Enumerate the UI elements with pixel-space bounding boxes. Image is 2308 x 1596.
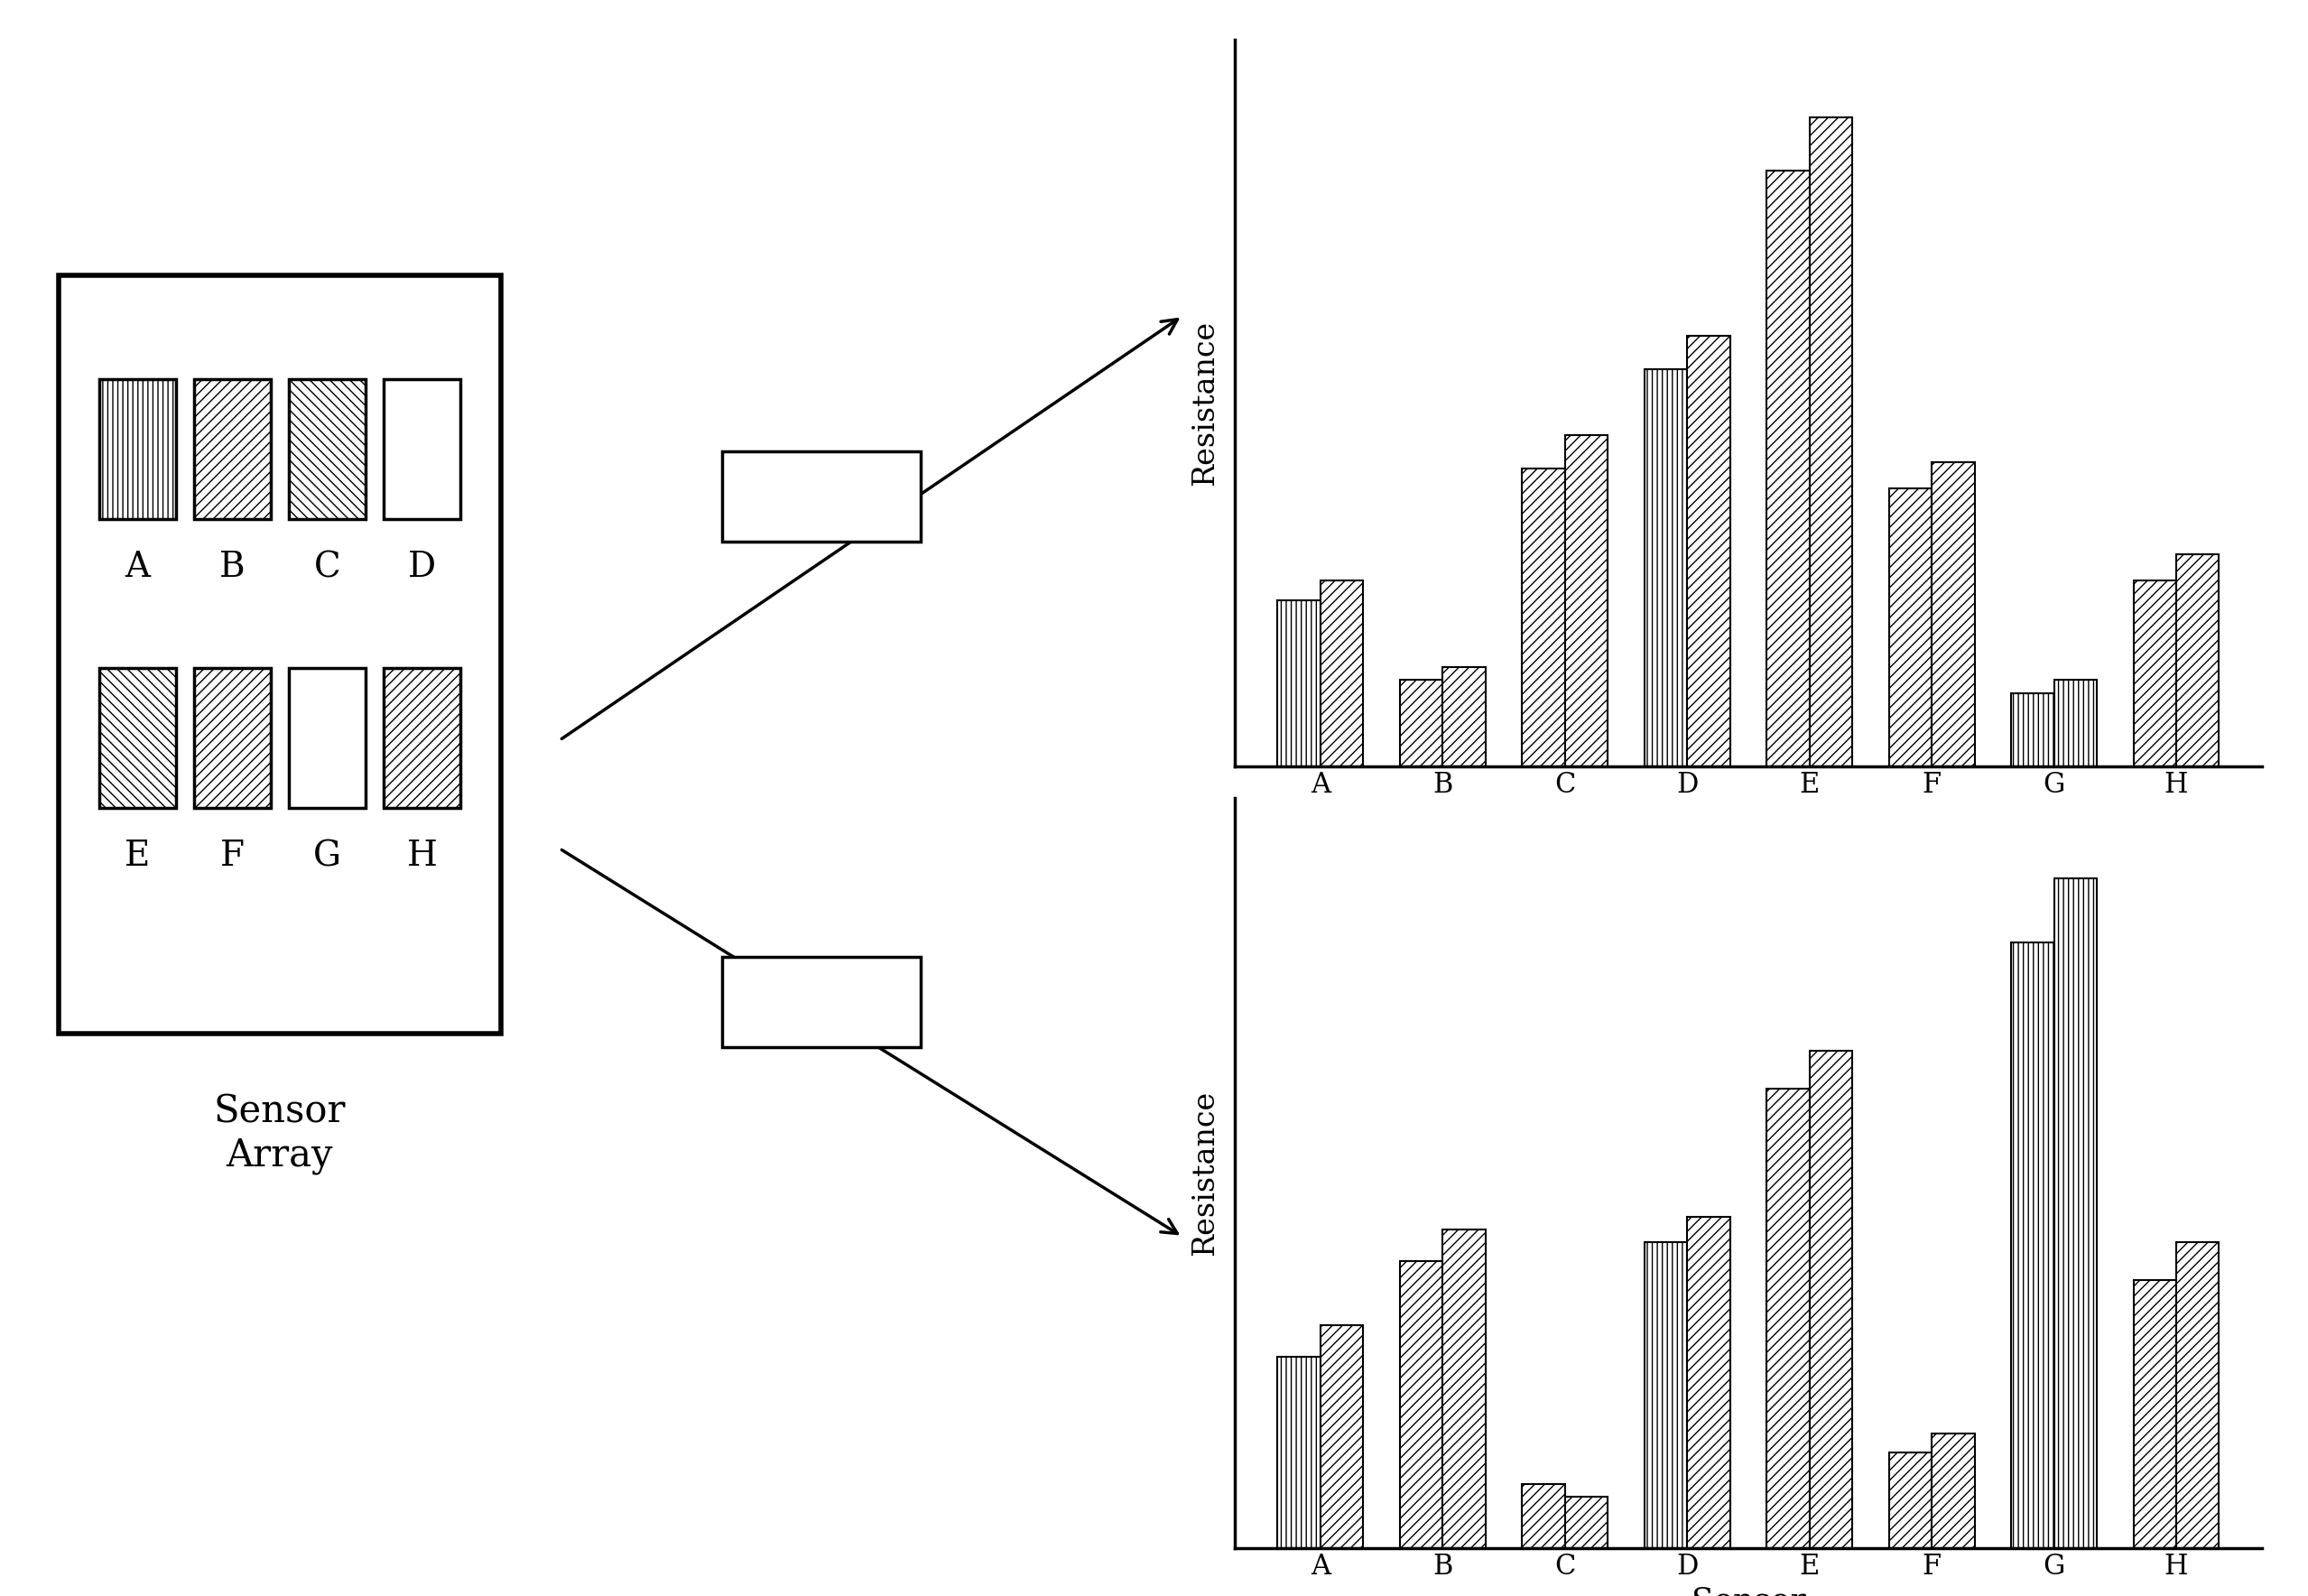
Bar [1521,468,1565,766]
Text: F: F [219,839,245,873]
Bar [2133,1280,2176,1548]
Bar [1521,1484,1565,1548]
Bar [58,276,501,1034]
Text: Gas: Gas [787,985,854,1020]
Bar [1687,337,1731,766]
Bar [2133,581,2176,766]
Bar [1279,1357,1320,1548]
X-axis label: Sensor: Sensor [1692,1585,1805,1596]
Bar [383,380,459,519]
Y-axis label: Resistance: Resistance [1191,1090,1219,1256]
Bar [2054,878,2096,1548]
Bar [1809,118,1853,766]
Bar [2054,680,2096,766]
Text: Sensor
Array: Sensor Array [215,1092,346,1175]
Bar [2176,1242,2218,1548]
Bar [1687,1216,1731,1548]
Bar [383,669,459,808]
Bar [1643,369,1687,766]
Bar [2176,554,2218,766]
Text: A: A [125,551,150,584]
Bar [2010,693,2054,766]
Bar [288,669,365,808]
Bar [1809,1050,1853,1548]
Bar [1320,581,1364,766]
Bar [1643,1242,1687,1548]
Bar [1565,436,1609,766]
Text: D: D [409,551,436,584]
Bar [99,380,175,519]
Text: Gas: Gas [787,479,854,514]
Bar [1766,171,1809,766]
Bar [1565,1497,1609,1548]
Bar [1888,488,1932,766]
Text: H: H [406,839,436,873]
Text: E: E [125,839,150,873]
Bar [99,669,175,808]
Bar [1442,667,1486,766]
Bar [1401,1261,1442,1548]
Y-axis label: Resistance: Resistance [1191,321,1219,485]
Bar [288,380,365,519]
Bar [1442,1229,1486,1548]
Bar [1932,1433,1976,1548]
Bar [1766,1088,1809,1548]
Text: C: C [314,551,342,584]
Bar [194,669,270,808]
Bar [722,958,921,1047]
Bar [722,452,921,541]
Bar [1932,461,1976,766]
Bar [1320,1325,1364,1548]
Bar [2010,942,2054,1548]
Bar [194,380,270,519]
Text: G: G [314,839,342,873]
Bar [1888,1452,1932,1548]
Text: B: B [219,551,245,584]
Bar [1401,680,1442,766]
Bar [1279,600,1320,766]
